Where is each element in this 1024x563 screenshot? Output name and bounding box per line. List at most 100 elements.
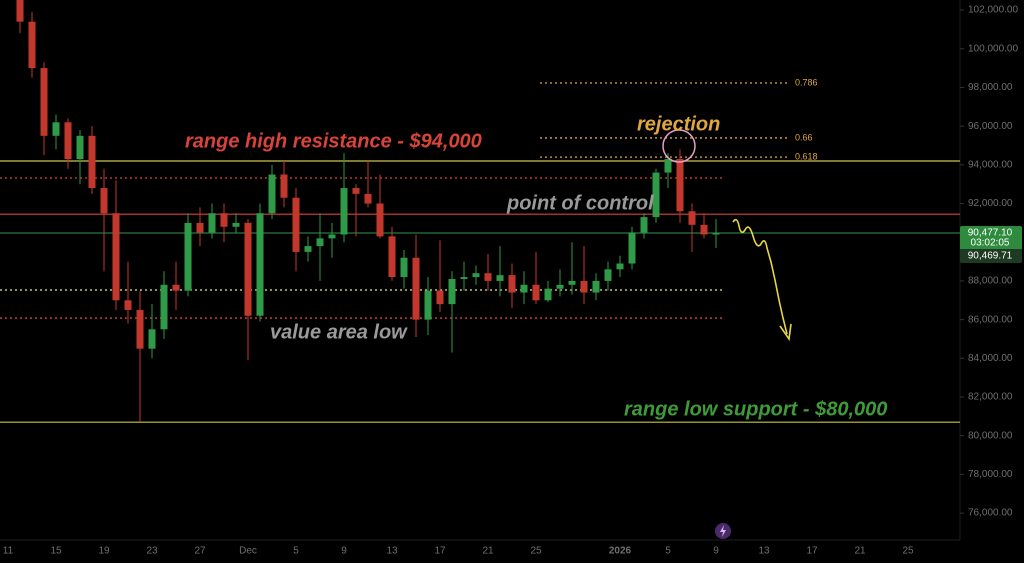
candle-body — [604, 269, 612, 281]
candle-body — [700, 224, 708, 235]
countdown: 03:02:05 — [971, 238, 1010, 249]
x-tick-label: 5 — [665, 546, 671, 557]
y-tick-label: 88,000.00 — [968, 276, 1013, 287]
last-price: 90,477.10 — [968, 228, 1013, 239]
candle-body — [448, 278, 456, 305]
candle-body — [664, 159, 672, 173]
candle-body — [376, 203, 384, 237]
candle-body — [208, 213, 216, 233]
y-tick-label: 94,000.00 — [968, 159, 1013, 170]
x-tick-label: 25 — [530, 546, 542, 557]
candle-body — [640, 217, 648, 233]
x-tick-label: Dec — [239, 546, 257, 557]
candle-body — [568, 280, 576, 285]
y-tick-label: 86,000.00 — [968, 314, 1013, 325]
x-tick-label: 17 — [434, 546, 446, 557]
projection-path — [732, 218, 788, 335]
x-tick-label: 15 — [50, 546, 62, 557]
candle-body — [52, 122, 60, 136]
candle-body — [196, 222, 204, 233]
candle-body — [184, 222, 192, 291]
candle-body — [592, 280, 600, 293]
candle-body — [436, 290, 444, 305]
candle-body — [616, 263, 624, 270]
y-tick-label: 100,000.00 — [968, 43, 1018, 54]
poc-label: point of control — [506, 192, 654, 214]
alert-bolt — [720, 525, 726, 537]
candle-body — [544, 288, 552, 301]
resistance-label: range high resistance - $94,000 — [185, 130, 482, 152]
candle-body — [532, 284, 540, 301]
rejection-label: rejection — [637, 113, 720, 135]
candle-body — [64, 122, 72, 160]
candle-body — [172, 284, 180, 291]
y-tick-label: 98,000.00 — [968, 82, 1013, 93]
x-tick-label: 13 — [386, 546, 398, 557]
candle-body — [124, 300, 132, 310]
x-tick-label: 2026 — [609, 546, 632, 557]
candle-body — [280, 174, 288, 198]
candle-body — [412, 257, 420, 320]
x-tick-label: 25 — [902, 546, 914, 557]
x-tick-label: 5 — [293, 546, 299, 557]
projection-arrowhead — [779, 323, 792, 342]
candle-body — [136, 309, 144, 349]
candle-body — [508, 275, 516, 293]
x-tick-label: 21 — [854, 546, 866, 557]
candle-body — [244, 222, 252, 316]
candle-body — [100, 188, 108, 214]
candle-body — [520, 284, 528, 293]
x-tick-label: 23 — [146, 546, 158, 557]
candle-body — [388, 236, 396, 278]
candle-body — [28, 21, 36, 69]
candle-body — [460, 277, 468, 279]
y-tick-label: 84,000.00 — [968, 353, 1013, 364]
y-tick-label: 76,000.00 — [968, 508, 1013, 519]
candle-body — [160, 284, 168, 330]
candle-body — [364, 193, 372, 204]
candle-body — [268, 174, 276, 214]
last-price-tag — [960, 226, 1022, 250]
x-tick-label: 17 — [806, 546, 818, 557]
y-tick-label: 96,000.00 — [968, 121, 1013, 132]
candle-body — [400, 257, 408, 278]
support-label: range low support - $80,000 — [624, 398, 887, 420]
candle-body — [256, 213, 264, 316]
fib-label: 0.618 — [795, 151, 818, 161]
rejection-circle — [662, 129, 696, 163]
candle-body — [340, 188, 348, 235]
candle-body — [220, 213, 228, 227]
candle-body — [652, 172, 660, 218]
x-tick-label: 13 — [758, 546, 770, 557]
candle-body — [688, 211, 696, 225]
candle-body — [76, 135, 84, 160]
candle-body — [40, 68, 48, 136]
fib-label: 0.66 — [795, 132, 813, 142]
x-tick-label: 27 — [194, 546, 206, 557]
candle-body — [712, 233, 720, 235]
candle-body — [112, 213, 120, 301]
candle-body — [676, 159, 684, 212]
candle-body — [304, 246, 312, 252]
y-tick-label: 78,000.00 — [968, 469, 1013, 480]
val-label: value area low — [270, 321, 408, 343]
candle-body — [16, 0, 24, 22]
candle-body — [232, 222, 240, 227]
candle-body — [496, 275, 504, 281]
x-tick-label: 9 — [341, 546, 347, 557]
candle-body — [292, 197, 300, 252]
y-tick-label: 82,000.00 — [968, 392, 1013, 403]
candle-body — [352, 188, 360, 194]
candle-body — [328, 234, 336, 239]
y-tick-label: 80,000.00 — [968, 430, 1013, 441]
candle-body — [580, 280, 588, 293]
y-tick-label: 92,000.00 — [968, 198, 1013, 209]
mark-price-tag — [960, 249, 1022, 263]
candle-body — [148, 329, 156, 349]
fib-label: 0.786 — [795, 77, 818, 87]
mark-price: 90,469.71 — [968, 251, 1013, 262]
candle-body — [484, 273, 492, 281]
candle-body — [88, 135, 96, 189]
